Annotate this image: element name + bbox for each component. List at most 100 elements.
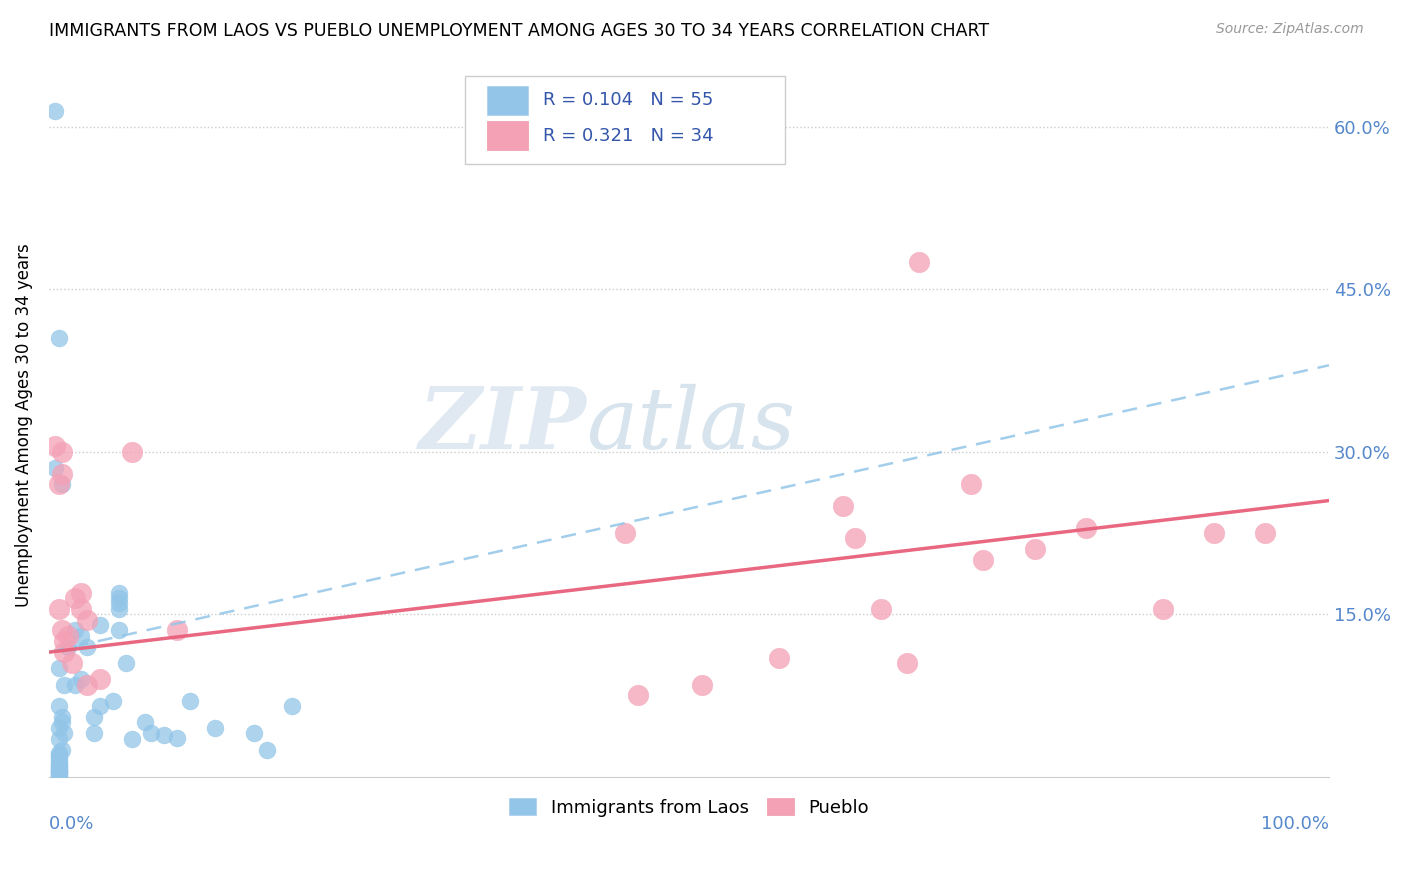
Point — [76, 613, 98, 627]
Text: 0.0%: 0.0% — [49, 815, 94, 833]
Point — [51, 477, 73, 491]
Point — [48, 764, 70, 779]
Point — [108, 591, 131, 605]
Point — [972, 553, 994, 567]
Point — [51, 742, 73, 756]
Point — [768, 650, 790, 665]
Point — [48, 765, 70, 780]
Point — [60, 656, 83, 670]
Point — [48, 761, 70, 775]
Text: atlas: atlas — [586, 384, 796, 467]
Point — [76, 640, 98, 654]
Point — [108, 585, 131, 599]
FancyBboxPatch shape — [486, 120, 527, 151]
Point — [1202, 526, 1225, 541]
Point — [56, 629, 79, 643]
Point — [70, 585, 93, 599]
Point — [63, 677, 86, 691]
Point — [48, 757, 70, 772]
Text: R = 0.321   N = 34: R = 0.321 N = 34 — [543, 127, 714, 145]
Point — [108, 624, 131, 638]
Text: ZIP: ZIP — [419, 383, 586, 467]
Point — [896, 656, 918, 670]
Point — [959, 477, 981, 491]
Point — [48, 747, 70, 762]
Point — [48, 731, 70, 746]
Point — [53, 634, 76, 648]
Point — [153, 729, 176, 743]
Point — [89, 618, 111, 632]
Point — [44, 440, 66, 454]
Point — [51, 445, 73, 459]
Y-axis label: Unemployment Among Ages 30 to 34 years: Unemployment Among Ages 30 to 34 years — [15, 243, 32, 607]
Point — [48, 750, 70, 764]
Point — [134, 715, 156, 730]
Point — [627, 689, 650, 703]
Point — [70, 602, 93, 616]
Point — [281, 699, 304, 714]
Point — [256, 742, 278, 756]
Point — [844, 532, 866, 546]
Point — [108, 596, 131, 610]
Point — [48, 602, 70, 616]
FancyBboxPatch shape — [465, 77, 785, 164]
Point — [204, 721, 226, 735]
Point — [141, 726, 163, 740]
Point — [166, 624, 188, 638]
Point — [48, 770, 70, 784]
Point — [179, 694, 201, 708]
Point — [831, 499, 853, 513]
Point — [48, 763, 70, 777]
Point — [101, 694, 124, 708]
Point — [121, 731, 143, 746]
Point — [48, 768, 70, 782]
Point — [51, 715, 73, 730]
Point — [870, 602, 893, 616]
Point — [53, 645, 76, 659]
Point — [44, 103, 66, 118]
Point — [53, 677, 76, 691]
Point — [63, 591, 86, 605]
Point — [48, 331, 70, 345]
Point — [114, 656, 136, 670]
Point — [56, 640, 79, 654]
Point — [76, 677, 98, 691]
FancyBboxPatch shape — [486, 86, 527, 115]
Point — [44, 461, 66, 475]
Point — [121, 445, 143, 459]
Point — [1024, 542, 1046, 557]
Point — [51, 710, 73, 724]
Point — [48, 746, 70, 760]
Text: Source: ZipAtlas.com: Source: ZipAtlas.com — [1216, 22, 1364, 37]
Point — [48, 661, 70, 675]
Point — [48, 759, 70, 773]
Point — [166, 731, 188, 745]
Point — [48, 753, 70, 767]
Point — [1152, 602, 1174, 616]
Text: 100.0%: 100.0% — [1261, 815, 1329, 833]
Point — [51, 624, 73, 638]
Point — [63, 624, 86, 638]
Point — [51, 467, 73, 481]
Point — [83, 710, 105, 724]
Point — [242, 726, 264, 740]
Point — [690, 677, 713, 691]
Text: R = 0.104   N = 55: R = 0.104 N = 55 — [543, 91, 713, 110]
Text: IMMIGRANTS FROM LAOS VS PUEBLO UNEMPLOYMENT AMONG AGES 30 TO 34 YEARS CORRELATIO: IMMIGRANTS FROM LAOS VS PUEBLO UNEMPLOYM… — [49, 22, 990, 40]
Point — [89, 699, 111, 714]
Point — [53, 726, 76, 740]
Point — [89, 672, 111, 686]
Point — [83, 726, 105, 740]
Point — [48, 756, 70, 770]
Point — [108, 602, 131, 616]
Point — [1074, 521, 1097, 535]
Point — [70, 629, 93, 643]
Point — [908, 255, 931, 269]
Point — [48, 767, 70, 781]
Point — [48, 766, 70, 780]
Legend: Immigrants from Laos, Pueblo: Immigrants from Laos, Pueblo — [502, 790, 876, 824]
Point — [614, 526, 637, 541]
Point — [48, 477, 70, 491]
Point — [48, 699, 70, 714]
Point — [70, 672, 93, 686]
